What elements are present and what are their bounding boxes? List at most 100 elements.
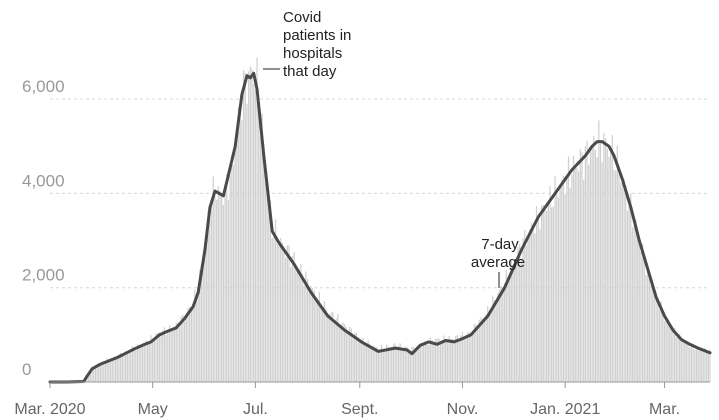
daily-bar (162, 330, 164, 382)
daily-bar (684, 341, 686, 382)
daily-bar (561, 179, 563, 382)
daily-bar (641, 243, 644, 382)
daily-bar (650, 285, 652, 382)
daily-bar (630, 193, 632, 382)
daily-bar (152, 339, 154, 382)
daily-bar (189, 306, 191, 382)
daily-bar (707, 353, 709, 382)
daily-bar (537, 214, 539, 382)
daily-bar (101, 360, 103, 382)
daily-bar (305, 271, 307, 382)
daily-bar (679, 333, 681, 382)
daily-bar (89, 371, 91, 382)
seven-day-average-line (48, 71, 712, 384)
daily-bar (609, 151, 612, 382)
daily-bar (567, 156, 570, 382)
daily-bar (338, 324, 341, 382)
daily-bar (354, 332, 356, 382)
x-tick-label: Nov. (447, 401, 479, 418)
daily-bar (591, 144, 593, 382)
daily-bar (269, 200, 272, 382)
daily-bar (562, 175, 565, 382)
daily-bar (588, 164, 590, 382)
daily-bar (268, 191, 270, 382)
daily-bar (443, 335, 445, 382)
daily-bar (375, 347, 378, 382)
daily-bar (153, 339, 155, 382)
daily-bar (586, 140, 588, 382)
daily-bar (130, 351, 132, 382)
daily-bar (470, 333, 472, 382)
daily-bar (635, 219, 637, 382)
daily-bar (355, 332, 358, 382)
daily-bar (320, 304, 322, 382)
daily-bar (370, 347, 373, 382)
daily-bar (199, 269, 201, 382)
daily-bar (463, 337, 465, 382)
daily-bar (411, 346, 413, 382)
daily-bar (517, 247, 519, 382)
daily-bar (540, 205, 543, 382)
daily-bar (468, 331, 470, 382)
daily-bar (544, 209, 546, 382)
daily-bar (657, 303, 659, 382)
daily-bar (576, 168, 578, 382)
daily-bar (689, 347, 691, 382)
daily-bar (120, 352, 122, 382)
daily-bar (205, 230, 208, 382)
daily-bar (431, 340, 433, 382)
daily-bar (572, 155, 575, 382)
daily-bar (138, 344, 140, 382)
daily-bar (367, 340, 369, 382)
daily-bar (163, 327, 166, 382)
daily-bar (337, 314, 339, 382)
daily-bar (98, 365, 100, 382)
daily-bar (392, 344, 395, 382)
daily-bar (633, 222, 635, 382)
daily-bar (495, 301, 497, 382)
daily-bar (128, 351, 130, 382)
daily-bar (237, 106, 240, 382)
daily-bar (436, 338, 438, 382)
daily-bar (414, 350, 416, 382)
daily-bar (456, 335, 459, 382)
daily-bar (264, 169, 267, 382)
daily-bar (426, 343, 428, 382)
daily-bar (290, 267, 292, 382)
daily-bar (236, 136, 238, 382)
daily-bar (658, 309, 661, 382)
daily-bar (653, 290, 656, 382)
daily-bar (450, 338, 452, 382)
daily-bar (145, 340, 147, 382)
daily-bar (406, 347, 408, 382)
y-tick-label: 0 (22, 360, 31, 379)
daily-bar (167, 330, 169, 382)
daily-bar (402, 347, 405, 382)
x-tick-label: Jul. (243, 401, 268, 418)
daily-bar (301, 274, 304, 382)
daily-bar (578, 171, 580, 382)
daily-bar (273, 232, 275, 382)
daily-bar (386, 344, 388, 382)
daily-bar (106, 358, 108, 382)
daily-bar (670, 329, 672, 382)
daily-bar (364, 342, 366, 382)
daily-bar (118, 354, 120, 382)
daily-bar (547, 204, 549, 382)
daily-bar (626, 211, 629, 382)
daily-bar (241, 120, 243, 382)
daily-bar (192, 305, 194, 382)
daily-bar (682, 341, 684, 382)
daily-bar (382, 349, 384, 382)
daily-bar (322, 309, 324, 382)
daily-bar (672, 329, 674, 382)
daily-bar (556, 193, 558, 382)
daily-bar (451, 339, 453, 382)
daily-bar (705, 350, 708, 382)
daily-bar (104, 361, 107, 382)
daily-bar (606, 148, 608, 382)
daily-bar (535, 206, 538, 382)
daily-bar (369, 343, 371, 382)
daily-bar (185, 312, 187, 382)
